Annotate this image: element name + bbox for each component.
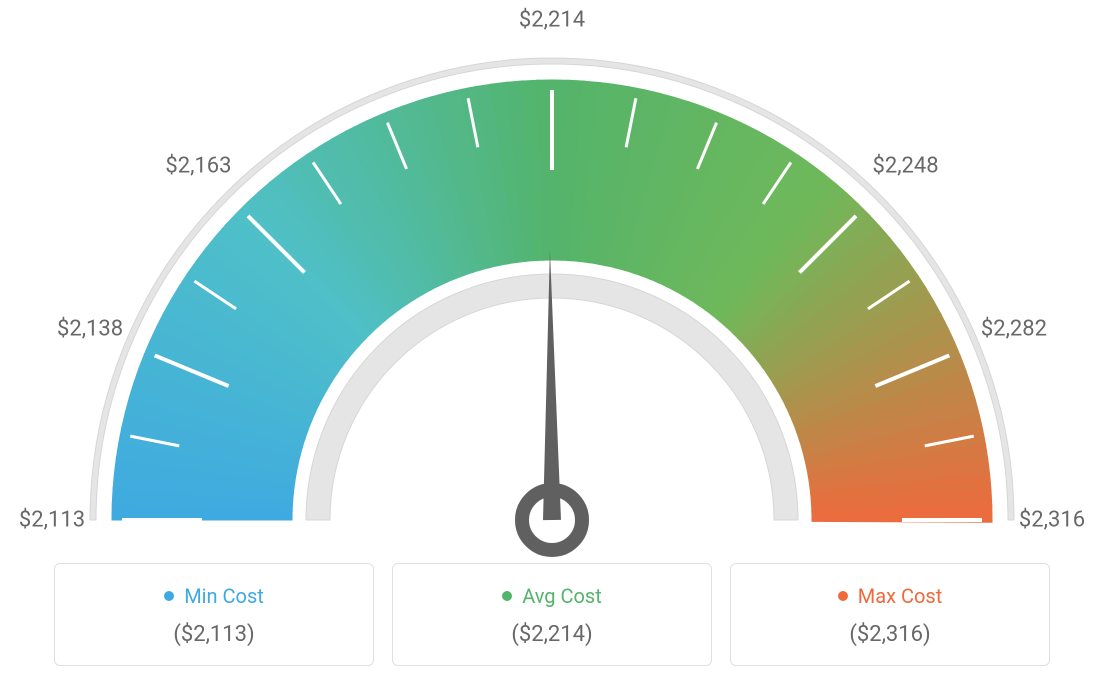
legend-row: Min Cost ($2,113) Avg Cost ($2,214) Max … [54, 563, 1050, 666]
legend-label: Max Cost [858, 584, 943, 608]
gauge-tick-label: $2,163 [165, 154, 231, 179]
gauge-tick-label: $2,214 [519, 8, 585, 33]
gauge-chart-container: $2,113 $2,138 $2,163 $2,214 $2,248 $2,282 $2,3… [0, 0, 1104, 690]
gauge: $2,113$2,138$2,163$2,214$2,248$2,282$2,3… [52, 20, 1052, 580]
dot-icon [164, 591, 174, 601]
legend-value: ($2,214) [403, 622, 701, 647]
gauge-tick-label: $2,113 [19, 508, 85, 533]
legend-card-min: Min Cost ($2,113) [54, 563, 374, 666]
gauge-svg [52, 20, 1052, 580]
legend-title-avg: Avg Cost [502, 584, 602, 608]
legend-label: Avg Cost [522, 584, 602, 608]
legend-card-avg: Avg Cost ($2,214) [392, 563, 712, 666]
legend-value: ($2,316) [741, 622, 1039, 647]
gauge-tick-label: $2,138 [57, 316, 123, 341]
gauge-tick-label: $2,248 [872, 154, 938, 179]
legend-value: ($2,113) [65, 622, 363, 647]
dot-icon [502, 591, 512, 601]
dot-icon [838, 591, 848, 601]
gauge-tick-label: $2,282 [981, 316, 1047, 341]
legend-title-min: Min Cost [164, 584, 264, 608]
legend-label: Min Cost [184, 584, 264, 608]
gauge-tick-label: $2,316 [1019, 508, 1085, 533]
legend-title-max: Max Cost [838, 584, 943, 608]
legend-card-max: Max Cost ($2,316) [730, 563, 1050, 666]
